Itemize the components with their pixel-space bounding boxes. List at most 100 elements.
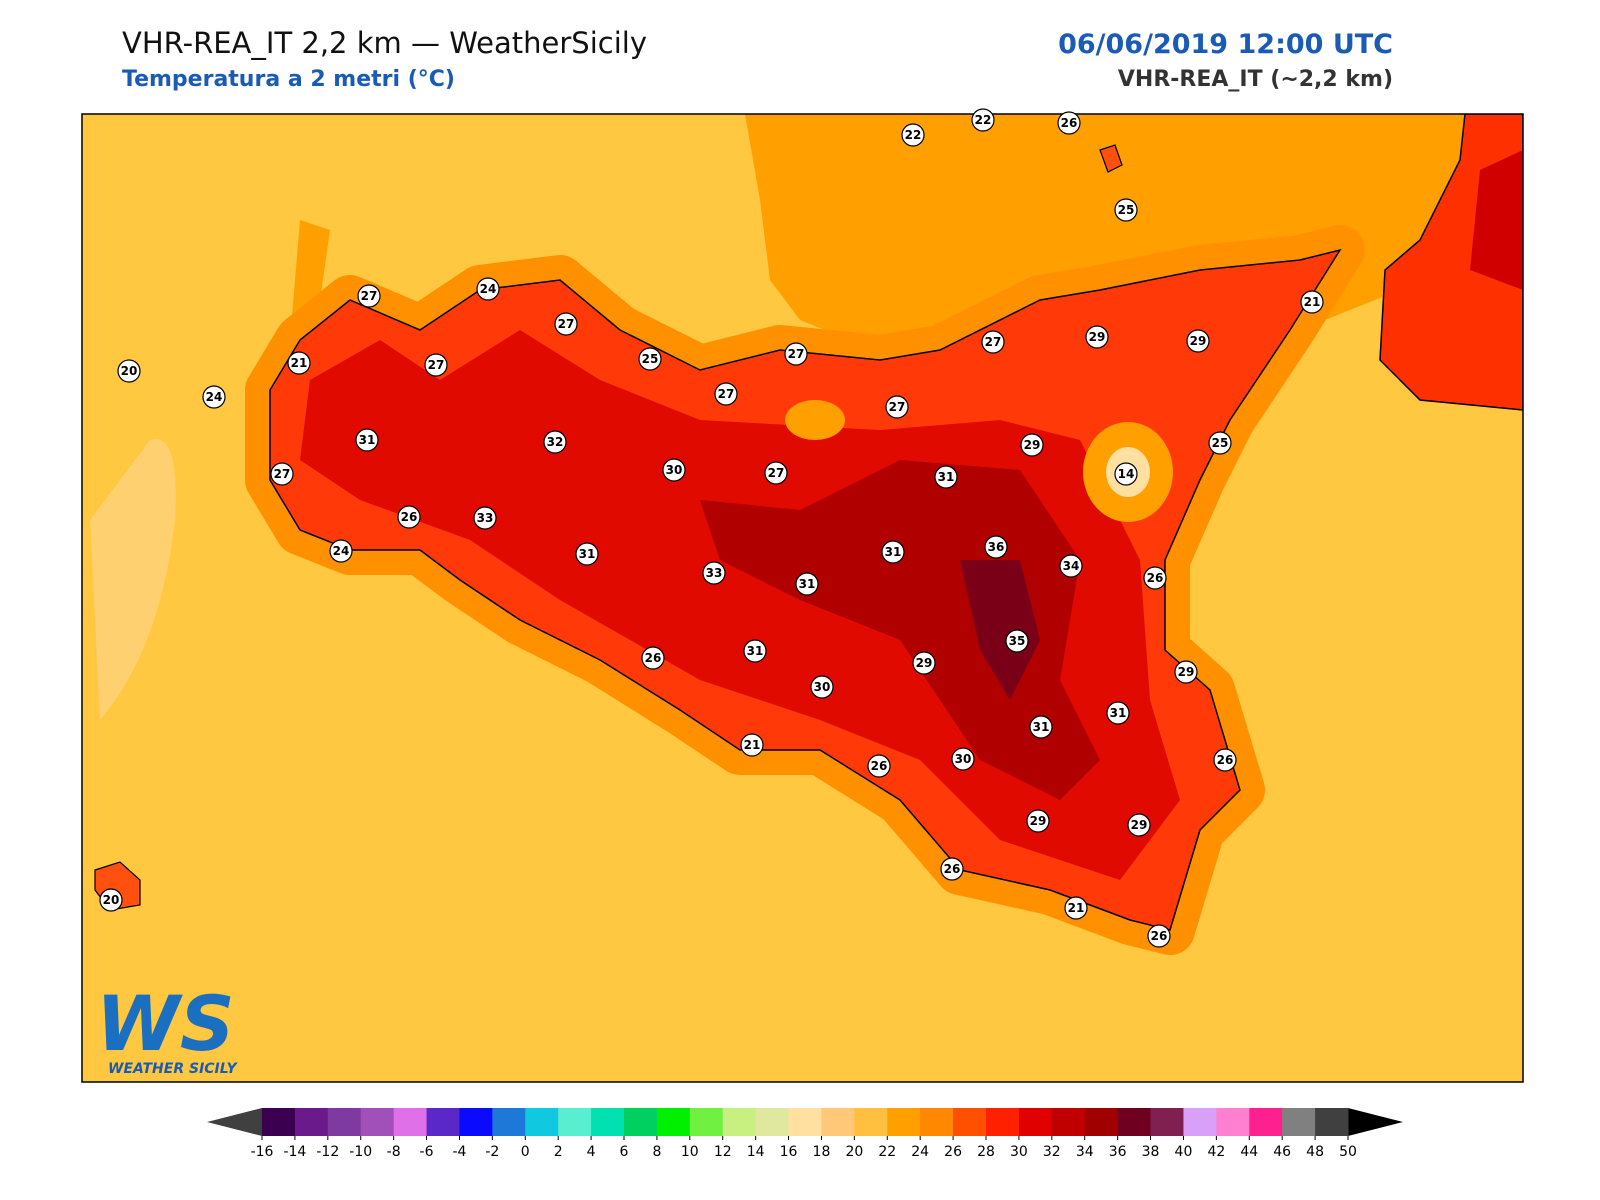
station: 26: [940, 857, 964, 881]
station-marker: [1020, 433, 1044, 457]
station-marker: [867, 754, 891, 778]
station: 29: [1127, 813, 1151, 837]
station-marker: [951, 747, 975, 771]
colorbar-segment: [755, 1108, 790, 1136]
station-value: 33: [477, 511, 494, 525]
colorbar-tick-label: 28: [977, 1144, 995, 1160]
station-marker: [1059, 554, 1083, 578]
station-value: 31: [938, 470, 955, 484]
station-value: 21: [1304, 295, 1321, 309]
station-value: 30: [814, 680, 831, 694]
colorbar-tick-label: -6: [420, 1144, 434, 1160]
station: 27: [270, 462, 294, 486]
station: 36: [984, 535, 1008, 559]
station: 24: [329, 539, 353, 563]
colorbar: -16 -14 -12 -10 -8 -6 -4 -2 0 2 4 6 8 10 12 14 16 18 20 22 2…: [207, 1108, 1403, 1160]
station-value: 31: [1033, 720, 1050, 734]
station: 27: [784, 342, 808, 366]
station: 27: [357, 284, 381, 308]
colorbar-tick-label: 10: [681, 1144, 699, 1160]
station-marker: [1208, 431, 1232, 455]
station: 27: [981, 330, 1005, 354]
logo-mark: WS: [96, 979, 235, 1068]
station: 30: [951, 747, 975, 771]
hottest-zone: [960, 560, 1040, 700]
colorbar-tick-label: 32: [1043, 1144, 1061, 1160]
date: 06/06/2019 12:00 UTC: [1058, 29, 1393, 60]
station: 21: [1064, 896, 1088, 920]
station-marker: [1026, 809, 1050, 833]
colorbar-tick-label: 38: [1142, 1144, 1160, 1160]
station-value: 26: [944, 862, 961, 876]
station: 29: [1020, 433, 1044, 457]
colorbar-segment: [1216, 1108, 1250, 1136]
station-marker: [934, 465, 958, 489]
station: 30: [810, 675, 834, 699]
station-marker: [1085, 325, 1109, 349]
colorbar-segment: [1084, 1108, 1119, 1136]
colorbar-tick-label: 2: [554, 1144, 563, 1160]
colorbar-tick-label: -16: [251, 1144, 274, 1160]
station-marker: [641, 646, 665, 670]
colorbar-tick-label: 16: [780, 1144, 798, 1160]
station-value: 26: [401, 510, 418, 524]
station: 31: [934, 465, 958, 489]
stations: 22 22 26 25 24 27 27 21 27 25 27 27 29 29 21 20 24 27 27 31…: [99, 108, 1324, 948]
station-marker: [764, 461, 788, 485]
colorbar-segment: [1018, 1108, 1053, 1136]
station-value: 36: [988, 540, 1005, 554]
station-value: 30: [666, 463, 683, 477]
colorbar-tick-label: 44: [1240, 1144, 1258, 1160]
station: 25: [1114, 198, 1138, 222]
colorbar-tick-label: 18: [813, 1144, 831, 1160]
station: 27: [885, 395, 909, 419]
station-marker: [1213, 748, 1237, 772]
colorbar-under: [207, 1108, 262, 1136]
aeolian-island: [1099, 144, 1123, 173]
colorbar-tick-label: 22: [878, 1144, 896, 1160]
station-value: 25: [642, 352, 659, 366]
station: 27: [424, 353, 448, 377]
station-value: 27: [361, 289, 378, 303]
station: 29: [1085, 325, 1109, 349]
station: 24: [476, 277, 500, 301]
station-marker: [575, 542, 599, 566]
station-value: 27: [274, 467, 291, 481]
station-marker: [355, 428, 379, 452]
station-value: 33: [706, 566, 723, 580]
colorbar-tick-label: -4: [452, 1144, 466, 1160]
station-marker: [901, 123, 925, 147]
station-value: 20: [121, 364, 138, 378]
station-marker: [554, 312, 578, 336]
station-value: 25: [1212, 436, 1229, 450]
station-marker: [1147, 924, 1171, 948]
station-value: 31: [885, 545, 902, 559]
station: 29: [1174, 660, 1198, 684]
map-frame: [81, 113, 1524, 1083]
colorbar-segment: [986, 1108, 1020, 1136]
station-marker: [1127, 813, 1151, 837]
station-value: 22: [975, 113, 992, 127]
station-value: 30: [955, 752, 972, 766]
station: 29: [912, 651, 936, 675]
station: 31: [1029, 715, 1053, 739]
station: 31: [355, 428, 379, 452]
station-value: 29: [1024, 438, 1041, 452]
colorbar-segment: [1051, 1108, 1086, 1136]
hill-cool: [785, 400, 845, 440]
station: 31: [743, 639, 767, 663]
station: 27: [554, 312, 578, 336]
station: 20: [99, 888, 123, 912]
colorbar-tick-label: 12: [714, 1144, 732, 1160]
colorbar-segment: [459, 1108, 493, 1136]
colorbar-tick-label: 8: [652, 1144, 661, 1160]
station: 25: [1208, 431, 1232, 455]
station-value: 26: [1151, 929, 1168, 943]
station-value: 21: [291, 356, 308, 370]
station-marker: [476, 277, 500, 301]
station-marker: [1186, 329, 1210, 353]
title: VHR-REA_IT 2,2 km — WeatherSicily: [122, 26, 647, 60]
station: 26: [1143, 566, 1167, 590]
